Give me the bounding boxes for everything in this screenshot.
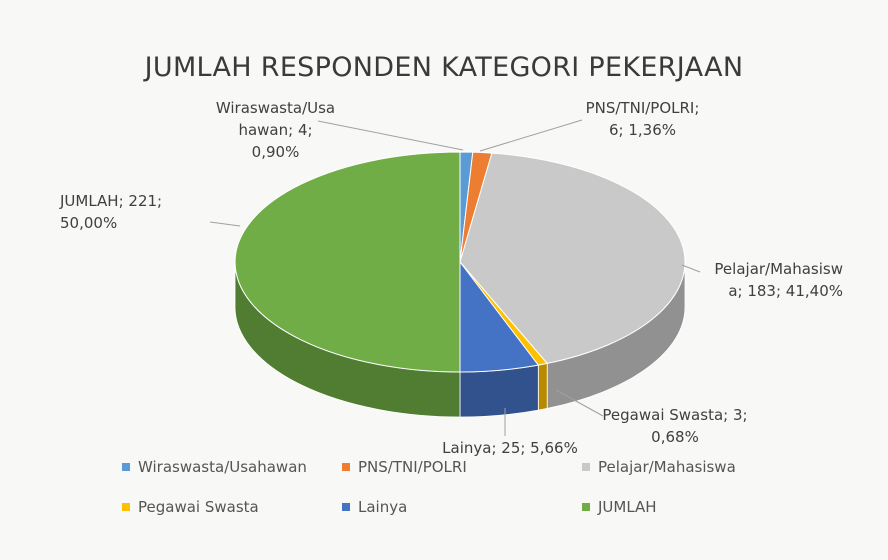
leader-line	[209, 221, 241, 227]
legend-label: JUMLAH	[598, 498, 657, 516]
legend-label: PNS/TNI/POLRI	[358, 458, 467, 476]
legend-label: Pelajar/Mahasiswa	[598, 458, 736, 476]
legend-swatch	[342, 463, 350, 471]
leader-line	[681, 264, 701, 273]
legend-item: JUMLAH	[582, 498, 657, 516]
data-label: Wiraswasta/Usahawan; 4; 0,90%	[215, 99, 336, 161]
leader-line	[479, 119, 583, 152]
leader-line	[317, 120, 464, 151]
data-label: Pelajar/Mahasiswa; 183; 41,40%	[714, 260, 843, 300]
legend-swatch	[122, 503, 130, 511]
legend-item: PNS/TNI/POLRI	[342, 458, 467, 476]
leader-line	[555, 389, 604, 417]
data-label: JUMLAH; 221; 50,00%	[60, 192, 163, 232]
data-label: Pegawai Swasta; 3; 0,68%	[602, 406, 748, 446]
legend-label: Pegawai Swasta	[138, 498, 259, 516]
legend-item: Pegawai Swasta	[122, 498, 259, 516]
data-label: PNS/TNI/POLRI; 6; 1,36%	[585, 99, 700, 139]
slice	[459, 152, 686, 364]
slice-side	[459, 364, 539, 418]
legend-swatch	[582, 463, 590, 471]
slice-side	[537, 362, 548, 411]
legend-swatch	[582, 503, 590, 511]
chart-title: JUMLAH RESPONDEN KATEGORI PEKERJAAN	[144, 52, 744, 83]
legend-label: Wiraswasta/Usahawan	[138, 458, 307, 476]
slice	[234, 151, 461, 373]
legend-swatch	[122, 463, 130, 471]
legend-item: Lainya	[342, 498, 407, 516]
legend-item: Pelajar/Mahasiswa	[582, 458, 736, 476]
legend-item: Wiraswasta/Usahawan	[122, 458, 307, 476]
legend-swatch	[342, 503, 350, 511]
data-label: Lainya; 25; 5,66%	[442, 439, 578, 457]
legend-label: Lainya	[358, 498, 408, 516]
